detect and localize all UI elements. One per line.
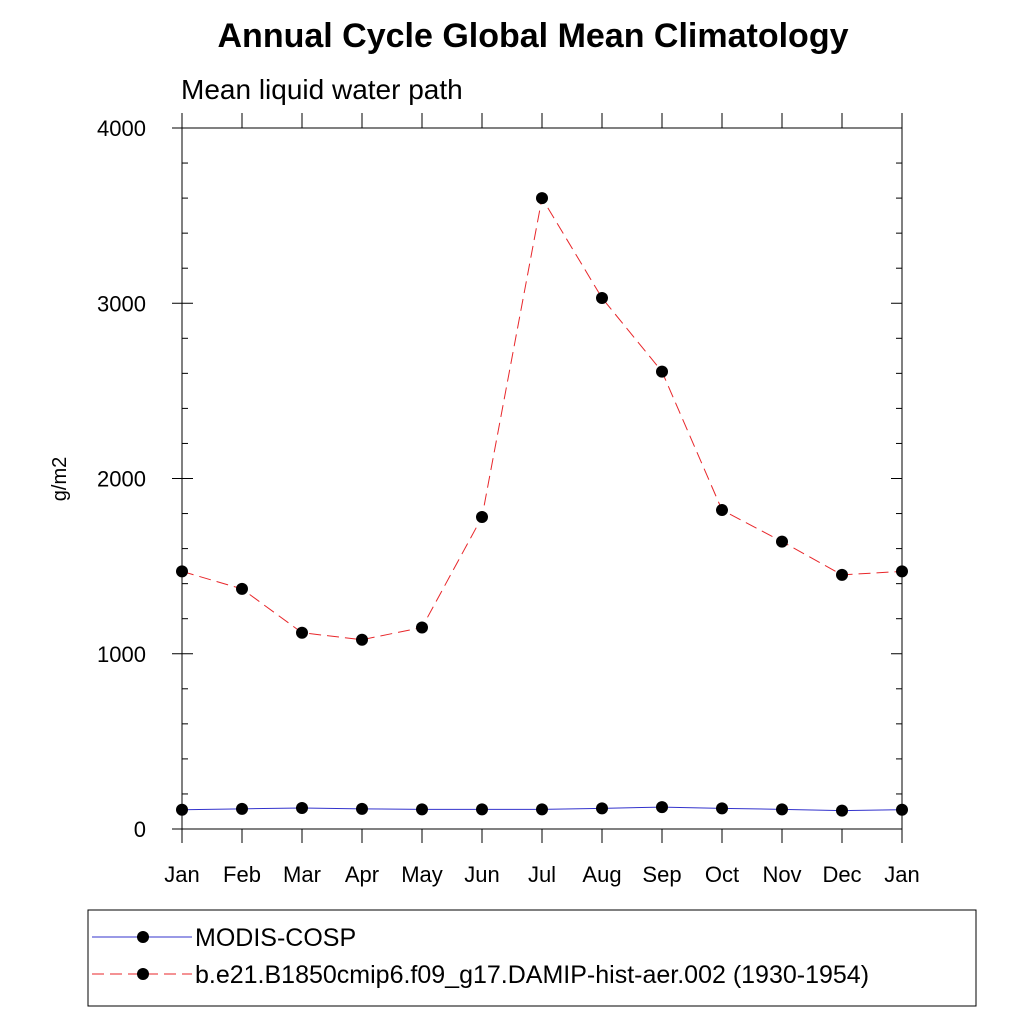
x-tick-label: Sep	[642, 862, 681, 887]
x-tick-labels: Jan Feb Mar Apr May Jun Jul Aug Sep Oct Nov Dec Jan	[164, 862, 919, 887]
data-point-1	[356, 633, 368, 646]
y-tick-labels: 0 1000 2000 3000 4000	[97, 116, 146, 842]
data-point-0	[356, 802, 368, 815]
x-tick-label: Apr	[345, 862, 379, 887]
chart-title: Annual Cycle Global Mean Climatology	[218, 17, 849, 55]
x-tick-label: Oct	[705, 862, 739, 887]
data-point-0	[836, 804, 848, 817]
x-tick-label: Jan	[164, 862, 199, 887]
data-point-0	[536, 803, 548, 816]
data-point-1	[656, 365, 668, 378]
x-tick-label: Jun	[464, 862, 499, 887]
data-point-1	[596, 291, 608, 304]
legend-box	[87, 909, 977, 1007]
data-point-1	[716, 504, 728, 517]
y-tick-label: 3000	[97, 291, 146, 316]
chart-subtitle: Mean liquid water path	[181, 74, 463, 105]
data-point-0	[296, 801, 308, 814]
data-point-1	[296, 626, 308, 639]
data-point-0	[416, 803, 428, 816]
data-point-0	[236, 802, 248, 815]
data-point-0	[596, 802, 608, 815]
legend-marker-0	[137, 931, 149, 943]
data-point-1	[476, 511, 488, 524]
x-tick-label: Feb	[223, 862, 261, 887]
series-layer	[176, 192, 908, 817]
legend-marker-1	[137, 968, 149, 980]
data-point-1	[536, 192, 548, 205]
x-tick-label: Jul	[528, 862, 556, 887]
y-tick-label: 1000	[97, 642, 146, 667]
data-point-1	[836, 568, 848, 581]
legend-label-1: b.e21.B1850cmip6.f09_g17.DAMIP-hist-aer.…	[195, 961, 869, 989]
data-point-0	[896, 803, 908, 816]
legend-label-0: MODIS-COSP	[195, 924, 356, 952]
legend: MODIS-COSP b.e21.B1850cmip6.f09_g17.DAMIP…	[92, 924, 869, 989]
y-tick-label: 0	[134, 817, 146, 842]
data-point-1	[416, 621, 428, 634]
x-tick-label: Jan	[884, 862, 919, 887]
y-axis-label: g/m2	[49, 457, 71, 501]
data-point-0	[776, 803, 788, 816]
x-tick-label: Dec	[822, 862, 861, 887]
axis-ticks	[172, 113, 903, 843]
x-tick-label: Aug	[582, 862, 621, 887]
y-tick-label: 2000	[97, 467, 146, 492]
data-point-1	[236, 582, 248, 595]
x-tick-label: Mar	[283, 862, 321, 887]
plot-frame	[181, 127, 903, 830]
data-point-1	[176, 565, 188, 578]
data-point-0	[476, 803, 488, 816]
y-tick-label: 4000	[97, 116, 146, 141]
x-tick-label: May	[401, 862, 443, 887]
data-point-1	[896, 565, 908, 578]
data-point-0	[176, 803, 188, 816]
x-tick-label: Nov	[762, 862, 801, 887]
data-point-1	[776, 535, 788, 548]
series-line-1	[181, 196, 903, 641]
data-point-0	[656, 801, 668, 814]
data-point-0	[716, 802, 728, 815]
